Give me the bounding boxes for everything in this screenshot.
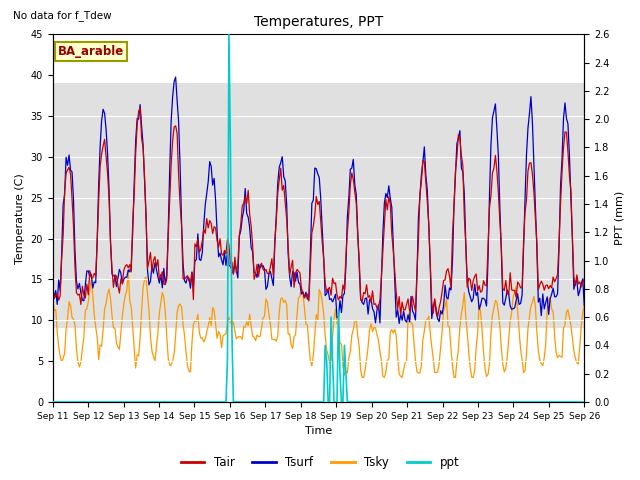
Text: BA_arable: BA_arable bbox=[58, 46, 124, 59]
X-axis label: Time: Time bbox=[305, 426, 332, 436]
Bar bbox=[52, 84, 584, 328]
Y-axis label: PPT (mm): PPT (mm) bbox=[615, 191, 625, 245]
Legend: Tair, Tsurf, Tsky, ppt: Tair, Tsurf, Tsky, ppt bbox=[176, 452, 464, 474]
Y-axis label: Temperature (C): Temperature (C) bbox=[15, 173, 25, 264]
Text: No data for f_Tdew: No data for f_Tdew bbox=[13, 10, 111, 21]
Title: Temperatures, PPT: Temperatures, PPT bbox=[254, 15, 383, 29]
